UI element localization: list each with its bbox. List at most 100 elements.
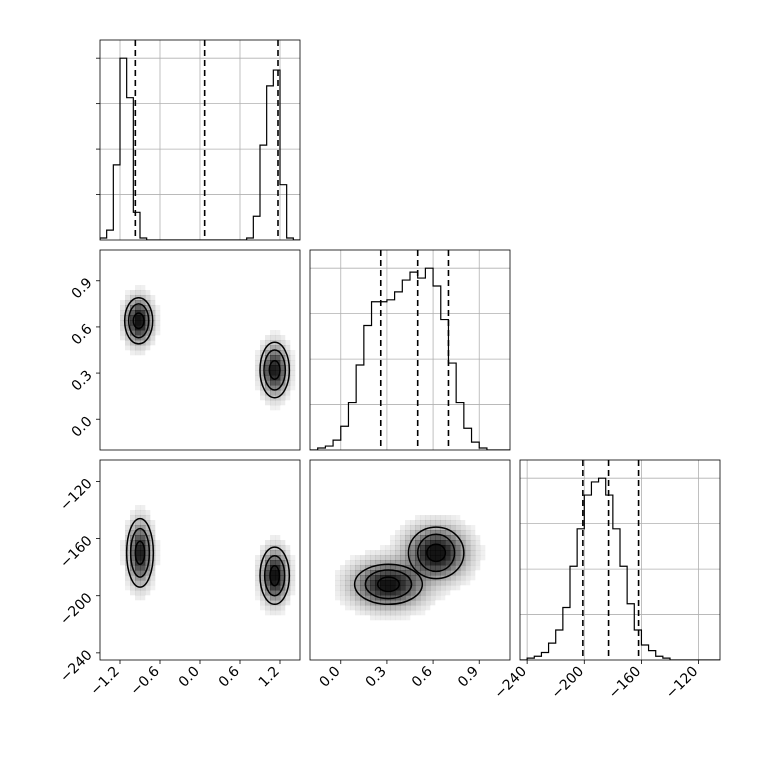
density-cell: [270, 555, 276, 561]
density-cell: [385, 580, 391, 586]
density-cell: [440, 535, 446, 541]
density-cell: [475, 560, 481, 566]
density-cell: [285, 575, 291, 581]
density-cell: [130, 340, 136, 346]
density-cell: [130, 510, 136, 516]
density-cell: [430, 570, 436, 576]
density-cell: [405, 605, 411, 611]
density-cell: [460, 570, 466, 576]
density-cell: [405, 520, 411, 526]
density-cell: [275, 585, 281, 591]
contour-level: [269, 564, 281, 587]
density-cell: [415, 535, 421, 541]
density-cell: [455, 550, 461, 556]
density-cell: [435, 575, 441, 581]
x-tick-label: 0.0: [317, 664, 344, 691]
density-cell: [455, 570, 461, 576]
density-cell: [255, 575, 261, 581]
density-cell: [125, 340, 131, 346]
density-cell: [425, 565, 431, 571]
density-cell: [270, 595, 276, 601]
density-cell: [150, 580, 156, 586]
density-cell: [445, 525, 451, 531]
density-cell: [355, 600, 361, 606]
density-cell: [450, 565, 456, 571]
density-cell: [405, 585, 411, 591]
density-cell: [130, 515, 136, 521]
density-cell: [280, 340, 286, 346]
x-tick-label: −0.6: [127, 663, 162, 698]
density-cell: [480, 555, 486, 561]
density-cell: [140, 350, 146, 356]
density-cell: [265, 350, 271, 356]
density-cell: [135, 575, 141, 581]
density-cell: [275, 550, 281, 556]
density-cell: [260, 355, 266, 361]
density-cell: [375, 585, 381, 591]
density-cell: [440, 515, 446, 521]
density-cell: [420, 540, 426, 546]
density-cell: [400, 540, 406, 546]
density-cell: [470, 575, 476, 581]
density-cell: [365, 590, 371, 596]
density-cell: [415, 575, 421, 581]
density-cell: [135, 565, 141, 571]
density-cell: [360, 560, 366, 566]
density-cell: [125, 345, 131, 351]
density-cell: [460, 580, 466, 586]
density-cell: [380, 565, 386, 571]
density-cell: [435, 520, 441, 526]
density-cell: [275, 350, 281, 356]
density-cell: [145, 530, 151, 536]
density-cell: [395, 545, 401, 551]
density-cell: [255, 570, 261, 576]
density-cell: [435, 560, 441, 566]
density-cell: [260, 585, 266, 591]
x-tick-label: −240: [491, 664, 530, 703]
density-cell: [380, 550, 386, 556]
y-tick-label: 0.3: [69, 367, 96, 394]
density-cell: [400, 580, 406, 586]
density-cell: [400, 530, 406, 536]
density-cell: [360, 580, 366, 586]
y-tick-label: −160: [57, 533, 96, 572]
density-cell: [455, 555, 461, 561]
density-cell: [465, 525, 471, 531]
density-cell: [130, 290, 136, 296]
density-cell: [445, 540, 451, 546]
density-cell: [395, 530, 401, 536]
density-cell: [415, 525, 421, 531]
density-cell: [140, 530, 146, 536]
density-cell: [355, 585, 361, 591]
density-cell: [130, 350, 136, 356]
density-cell: [140, 570, 146, 576]
y-tick-label: −240: [57, 647, 96, 686]
density-cell: [280, 365, 286, 371]
x-tick-label: 0.9: [455, 664, 482, 691]
density-cell: [395, 540, 401, 546]
density-cell: [355, 570, 361, 576]
density-cell: [130, 570, 136, 576]
density-cell: [135, 555, 141, 561]
density-cell: [410, 585, 416, 591]
density-cell: [405, 560, 411, 566]
density-cell: [140, 535, 146, 541]
density-cell: [255, 585, 261, 591]
density-cell: [145, 525, 151, 531]
density-cell: [125, 570, 131, 576]
density-cell: [145, 305, 151, 311]
density-cell: [255, 370, 261, 376]
density-cell: [415, 600, 421, 606]
density-cell: [425, 585, 431, 591]
density-cell: [415, 590, 421, 596]
density-cell: [365, 570, 371, 576]
density-cell: [360, 575, 366, 581]
y-tick-label: 0.6: [69, 321, 96, 348]
density-cell: [130, 550, 136, 556]
density-cell: [430, 585, 436, 591]
density-cell: [155, 325, 161, 331]
density-cell: [420, 535, 426, 541]
density-cell: [120, 310, 126, 316]
density-cell: [140, 320, 146, 326]
density-cell: [340, 595, 346, 601]
